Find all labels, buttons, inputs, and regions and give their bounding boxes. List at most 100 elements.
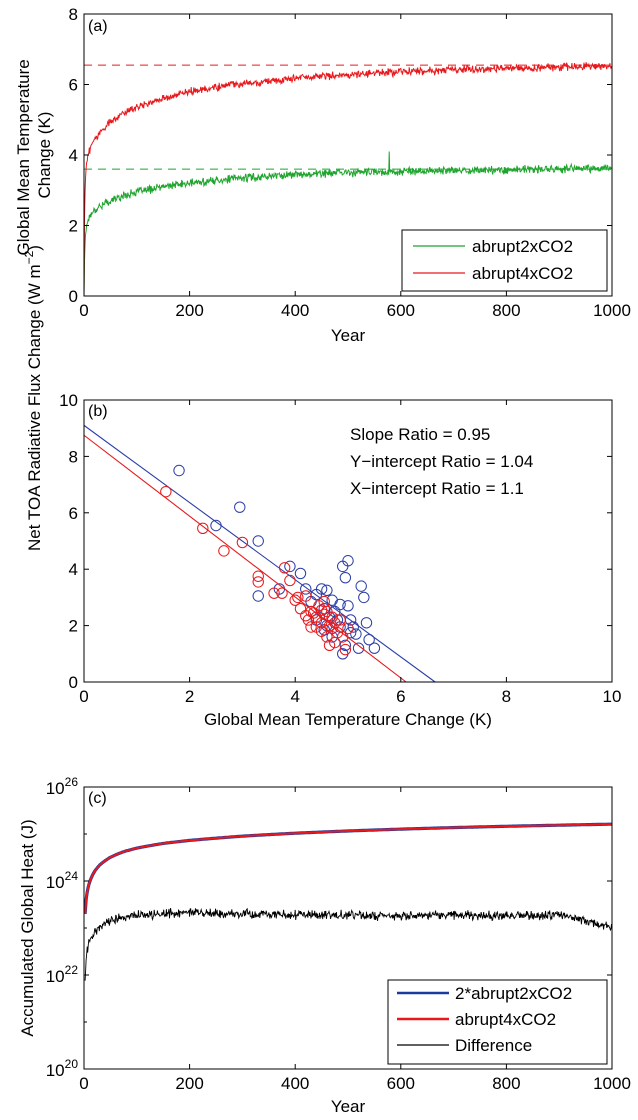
- panel-b-point-0-28: [363, 634, 375, 646]
- panel-a: 0 200 400 600 800 1000 0 2 4 6 8 (a) Year Global M…: [14, 5, 631, 345]
- panel-c-xtick-label-1: 200: [175, 1074, 203, 1093]
- panel-a-xtick-label-2: 400: [281, 301, 309, 320]
- panel-a-ytick-label-0: 0: [69, 287, 78, 306]
- panel-a-series-1: [83, 62, 613, 297]
- panel-a-ticks: 0 200 400 600 800 1000 0 2 4 6 8: [69, 5, 631, 320]
- panel-c: 0 200 400 600 800 1000 1020 1022 1024 1026 (c) Ye…: [18, 775, 631, 1116]
- panel-a-xtick-label-4: 800: [492, 301, 520, 320]
- panel-a-ylabel: Global Mean Temperature Change (K): [14, 55, 54, 256]
- panel-a-xtick-label-0: 0: [79, 301, 88, 320]
- panel-b-point-1-9: [284, 574, 296, 587]
- panel-c-ytick-label-2: 1024: [46, 869, 79, 892]
- panel-a-legend-label-4x: abrupt4xCO2: [472, 264, 573, 283]
- panel-b-point-0-22: [347, 621, 359, 633]
- panel-b-point-1-30: [334, 614, 346, 626]
- panel-b-point-1-39: [342, 622, 354, 635]
- panel-b-point-0-16: [334, 598, 346, 611]
- panel-a-xtick-label-3: 600: [387, 301, 415, 320]
- panel-c-xtick-label-3: 600: [387, 1074, 415, 1093]
- panel-b-point-0-2: [234, 501, 246, 513]
- panel-b-point-0-33: [339, 639, 352, 652]
- panel-c-label: (c): [88, 790, 107, 807]
- panel-b-point-0-26: [358, 591, 370, 604]
- panel-b-point-1-27: [326, 611, 338, 623]
- panel-c-xtick-label-4: 800: [492, 1074, 520, 1093]
- panel-b-ticks: 0 2 4 6 8 10 0 2 4 6 8 10: [59, 391, 621, 706]
- panel-b-point-1-31: [337, 631, 349, 643]
- panel-c-legend-label-2x: 2*abrupt2xCO2: [455, 984, 572, 1003]
- panel-a-xtick-label-5: 1000: [593, 301, 631, 320]
- panel-b-xtick-label-4: 8: [502, 687, 511, 706]
- panel-b-ylabel-sup: −2: [22, 250, 36, 264]
- panel-b-point-1-35: [318, 595, 330, 608]
- panel-b-point-0-27: [360, 617, 373, 629]
- panel-a-ytick-label-2: 4: [69, 146, 78, 165]
- panel-b-point-1-6: [268, 587, 280, 599]
- panel-b-point-0-1: [210, 519, 222, 532]
- panel-b-ytick-label-5: 10: [59, 391, 78, 410]
- panel-b-point-0-19: [342, 555, 354, 567]
- panel-b-point-0-10: [315, 583, 328, 595]
- panel-b-point-1-8: [278, 562, 291, 574]
- panel-b-xtick-label-5: 10: [603, 687, 622, 706]
- panel-b-point-0-3: [252, 535, 264, 547]
- panel-b-ylabel: Net TOA Radiative Flux Change (W m−2): [22, 245, 44, 551]
- panel-b-point-1-36: [300, 610, 312, 622]
- panel-b-point-1-7: [276, 587, 288, 599]
- panel-a-series-0: [83, 151, 613, 297]
- panel-b-ytick-label-4: 8: [69, 447, 78, 466]
- panel-a-ylabel-line2: Change (K): [35, 112, 54, 199]
- panel-b-point-1-20: [315, 617, 328, 629]
- panel-b-point-1-1: [197, 522, 209, 535]
- panel-b-point-1-34: [305, 621, 317, 633]
- panel-b-point-1-2: [218, 545, 230, 557]
- panel-a-label: (a): [88, 18, 108, 35]
- panel-b-point-1-33: [315, 604, 328, 616]
- panel-b-point-0-7: [294, 567, 307, 580]
- panel-b-point-1-10: [289, 594, 301, 606]
- panel-c-lines: [83, 822, 613, 981]
- panel-b-xtick-label-0: 0: [79, 687, 88, 706]
- panel-c-ytick-label-3: 1026: [46, 775, 79, 798]
- panel-b-point-0-20: [342, 600, 354, 612]
- panel-b-annotation-xint: X−intercept Ratio = 1.1: [350, 479, 524, 498]
- panel-b-point-0-12: [321, 584, 333, 597]
- panel-c-xlabel: Year: [331, 1097, 366, 1116]
- panel-c-legend: 2*abrupt2xCO2 abrupt4xCO2 Difference: [387, 979, 608, 1065]
- panel-a-legend-box: [401, 229, 608, 292]
- panel-b-point-0-6: [284, 560, 296, 573]
- panel-b-point-0-24: [352, 642, 365, 654]
- panel-b-point-0-25: [355, 580, 367, 592]
- panel-b-ytick-label-3: 6: [69, 504, 78, 523]
- panel-a-legend: abrupt2xCO2 abrupt4xCO2: [401, 229, 608, 292]
- panel-b-fit-1: [83, 434, 407, 683]
- panel-a-ylabel-line1: Global Mean Temperature: [14, 59, 33, 255]
- panel-b-point-1-38: [323, 639, 336, 652]
- panel-b-fit-0: [83, 424, 436, 683]
- panel-a-ytick-label-3: 6: [69, 76, 78, 95]
- panel-c-series-2: [84, 907, 613, 981]
- panel-a-lines: [83, 62, 613, 297]
- panel-c-legend-label-diff: Difference: [455, 1036, 532, 1055]
- panel-b-point-0-23: [350, 628, 362, 640]
- panel-b-point-1-23: [321, 631, 333, 643]
- panel-b-annotation-slope: Slope Ratio = 0.95: [350, 425, 490, 444]
- panel-b-point-1-25: [323, 619, 336, 632]
- panel-a-xlabel: Year: [331, 326, 366, 345]
- panel-b-point-1-0: [160, 485, 172, 498]
- panel-b-marks: [83, 424, 436, 683]
- panel-b-ytick-label-0: 0: [69, 673, 78, 692]
- panel-a-legend-label-2x: abrupt2xCO2: [472, 237, 573, 256]
- panel-b-point-1-3: [236, 536, 249, 549]
- panel-b-point-0-4: [252, 590, 264, 602]
- panel-b-point-0-8: [300, 583, 312, 595]
- panel-b-ytick-label-2: 4: [69, 560, 78, 579]
- panel-b-xtick-label-2: 4: [290, 687, 299, 706]
- panel-b-ytick-label-1: 2: [69, 617, 78, 636]
- panel-c-ytick-label-0: 1020: [46, 1057, 79, 1080]
- panel-c-xtick-label-2: 400: [281, 1074, 309, 1093]
- panel-b-annotation-yint: Y−intercept Ratio = 1.04: [350, 452, 533, 471]
- panel-b: 0 2 4 6 8 10 0 2 4 6 8 10 (b) Slope Ratio = 0.95 Y−…: [22, 245, 621, 729]
- panel-c-series-1: [84, 823, 612, 914]
